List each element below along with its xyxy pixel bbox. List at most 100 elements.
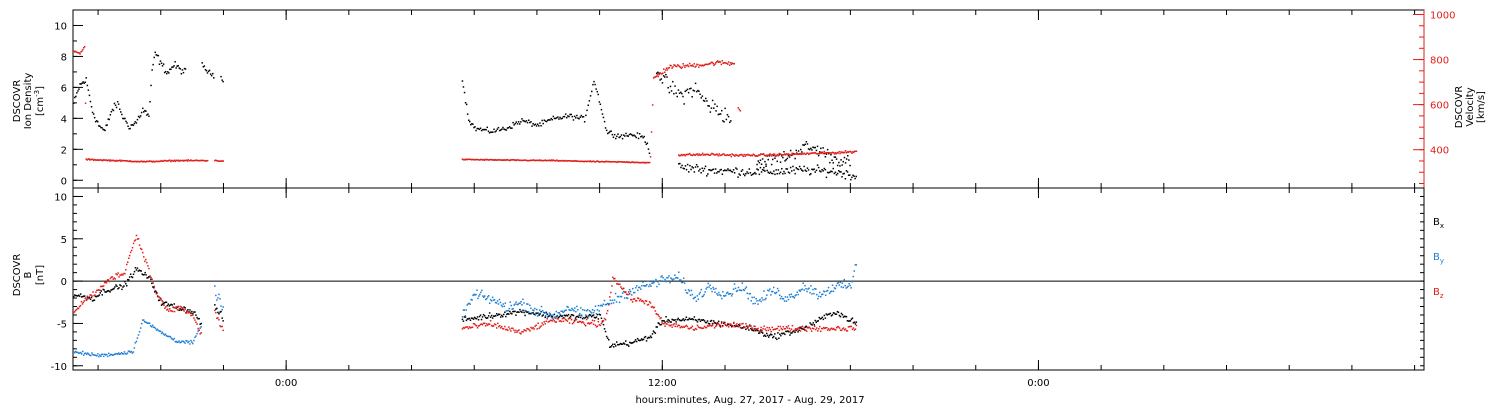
density-point xyxy=(708,169,710,171)
bz-point xyxy=(854,328,857,330)
velocity-point xyxy=(650,131,653,133)
by-point xyxy=(855,264,858,266)
density-point xyxy=(779,171,782,173)
density-point xyxy=(487,130,490,132)
density-point xyxy=(121,113,123,116)
by-point xyxy=(682,277,685,279)
bx-point xyxy=(646,337,649,340)
bz-point xyxy=(498,325,500,328)
density-point xyxy=(768,155,771,157)
bx-point xyxy=(477,319,480,321)
density-point xyxy=(813,146,815,149)
density-point xyxy=(677,89,680,91)
velocity-point xyxy=(631,161,633,163)
by-point xyxy=(462,309,465,311)
by-point xyxy=(695,300,698,302)
bx-point xyxy=(90,296,93,299)
by-point xyxy=(567,306,569,308)
density-point xyxy=(96,120,98,122)
by-point xyxy=(535,313,537,316)
velocity-point xyxy=(177,159,179,161)
bz-point xyxy=(822,327,824,330)
velocity-point xyxy=(703,153,706,156)
bz-point xyxy=(485,323,488,325)
density-point xyxy=(573,115,576,118)
bx-point xyxy=(655,326,657,328)
velocity-point xyxy=(73,50,75,52)
by-point xyxy=(664,278,666,281)
density-point xyxy=(838,161,840,164)
by-point xyxy=(82,350,84,353)
by-point xyxy=(688,290,691,292)
by-point xyxy=(631,294,633,296)
bz-point xyxy=(486,324,489,326)
by-point xyxy=(628,288,631,291)
bx-point xyxy=(618,344,620,346)
bz-point xyxy=(644,300,647,302)
bx-point xyxy=(748,329,750,331)
bz-point xyxy=(636,297,639,299)
bx-point xyxy=(846,320,849,322)
density-point xyxy=(548,119,550,121)
velocity-point xyxy=(549,159,551,161)
by-point xyxy=(96,355,98,357)
velocity-point xyxy=(593,160,595,163)
velocity-point xyxy=(135,161,138,163)
bx-point xyxy=(151,282,153,285)
by-point xyxy=(470,298,472,301)
by-point xyxy=(747,297,749,300)
velocity-point xyxy=(146,160,148,162)
bx-point xyxy=(811,324,813,326)
density-point xyxy=(111,108,114,111)
velocity-point xyxy=(651,104,654,106)
by-point xyxy=(134,342,137,344)
velocity-point xyxy=(726,62,728,65)
density-point xyxy=(558,118,560,120)
velocity-point xyxy=(499,159,501,161)
velocity-point xyxy=(739,110,742,112)
by-point xyxy=(588,310,591,312)
by-point xyxy=(490,300,493,302)
by-point xyxy=(595,313,598,315)
by-point xyxy=(478,295,480,297)
density-point xyxy=(588,100,591,102)
bx-point xyxy=(713,321,716,324)
velocity-point xyxy=(739,153,742,156)
density-point xyxy=(158,63,161,65)
bz-point xyxy=(167,308,169,310)
bx-point xyxy=(79,293,82,295)
by-point xyxy=(97,353,99,355)
bz-point xyxy=(609,296,611,298)
by-point xyxy=(803,289,805,291)
bz-point xyxy=(850,325,853,328)
by-point xyxy=(815,288,817,290)
bx-point xyxy=(474,317,477,320)
density-point xyxy=(124,117,126,120)
density-point xyxy=(173,65,175,67)
bx-point xyxy=(192,312,194,315)
velocity-axis-title-line: DSCOVR xyxy=(1454,86,1465,129)
velocity-point xyxy=(591,160,593,163)
velocity-point xyxy=(574,160,576,162)
density-point xyxy=(83,82,85,84)
bx-point xyxy=(669,321,671,323)
by-point xyxy=(830,290,833,292)
bx-point xyxy=(710,319,713,322)
density-point xyxy=(570,113,572,116)
bz-point xyxy=(613,278,615,280)
by-point xyxy=(626,297,629,300)
density-point xyxy=(824,156,827,158)
bz-point xyxy=(506,328,508,331)
density-point xyxy=(683,167,686,170)
velocity-point xyxy=(469,158,471,161)
velocity-point xyxy=(727,63,729,65)
density-point xyxy=(563,115,566,118)
bx-point xyxy=(680,319,682,322)
velocity-point xyxy=(669,64,671,67)
by-point xyxy=(599,304,602,307)
density-point xyxy=(596,90,598,93)
by-point xyxy=(655,278,657,281)
bz-point xyxy=(640,300,643,302)
bz-point xyxy=(221,325,223,328)
by-point xyxy=(726,291,729,294)
